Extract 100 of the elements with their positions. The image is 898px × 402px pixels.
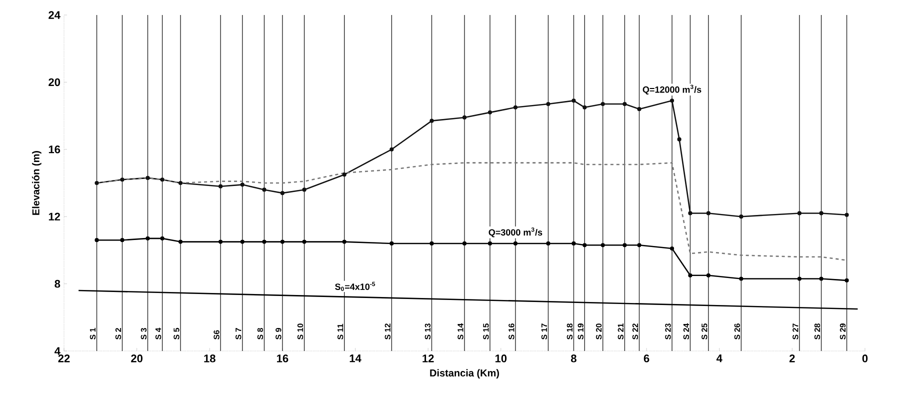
point [739, 214, 744, 219]
point [302, 240, 306, 244]
point [637, 107, 642, 112]
point [677, 137, 682, 142]
point [797, 276, 802, 281]
x-tick-label: 12 [422, 354, 434, 362]
point [513, 241, 518, 246]
point [706, 273, 710, 278]
y-tick-label: 24 [48, 11, 60, 19]
x-tick-label: 16 [277, 354, 288, 362]
point [178, 180, 183, 186]
ref-line-label: S 14 [458, 323, 464, 340]
point [546, 241, 550, 246]
y-tick-label: 16 [48, 146, 60, 154]
point [390, 147, 394, 152]
y-tick-label: 20 [48, 78, 60, 86]
x-tick-label: 8 [571, 354, 576, 362]
annotation: S$_{0}$=4x10$^{-5}$ [335, 282, 376, 292]
point [819, 276, 824, 281]
ref-line-label: S 25 [702, 323, 708, 340]
point [178, 240, 183, 244]
ref-line-label: S 27 [792, 324, 798, 340]
point [160, 178, 164, 182]
y-tick-label: 4 [54, 347, 60, 355]
point [670, 246, 674, 251]
point [600, 102, 605, 106]
ref-line-label: S 5 [174, 328, 180, 340]
point [797, 211, 802, 216]
ref-line-label: S 4 [155, 328, 162, 340]
point [342, 172, 346, 177]
ref-line-label: S 1 [90, 328, 96, 340]
point [622, 243, 627, 248]
x-tick-label: 6 [644, 354, 650, 362]
point [390, 241, 394, 246]
ref-line-label: S 20 [596, 324, 602, 340]
ref-line-label: S 12 [384, 324, 390, 340]
point [462, 115, 467, 120]
x-tick-label: 18 [204, 354, 216, 362]
ref-line-label: S 23 [665, 324, 671, 340]
x-tick-label: 22 [58, 354, 70, 362]
x-tick-label: 2 [789, 354, 795, 362]
point [706, 211, 710, 216]
point [582, 243, 587, 248]
point [280, 191, 284, 196]
point [688, 273, 692, 278]
point [572, 241, 576, 246]
ref-line-label: S 26 [734, 324, 740, 340]
ref-line-label: S 29 [840, 324, 846, 340]
point [488, 110, 492, 114]
point [240, 240, 244, 244]
x-axis-title: Distancia (Km) [430, 369, 499, 378]
ref-line-label: S 17 [541, 324, 548, 340]
ref-line-label: S 28 [814, 324, 820, 340]
point [240, 182, 244, 187]
point [302, 188, 306, 192]
point [688, 211, 692, 216]
point [146, 236, 150, 240]
ref-line-label: S6 [214, 330, 220, 340]
point [262, 188, 266, 192]
ref-line-label: S 8 [257, 328, 264, 340]
x-tick-label: 4 [716, 354, 722, 362]
point [739, 276, 744, 281]
ref-line-label: S 7 [236, 328, 242, 340]
ref-line-label: S 16 [508, 324, 514, 340]
point [430, 118, 434, 123]
point [637, 243, 642, 248]
ref-line-label: S 9 [276, 328, 282, 340]
ref-line-label: S 2 [115, 328, 122, 340]
point [94, 238, 99, 242]
x-tick-label: 14 [350, 354, 362, 362]
point [600, 243, 605, 248]
ref-line-label: S 22 [632, 324, 638, 340]
ref-line-label: S 3 [140, 328, 147, 340]
ref-line-label: S 21 [618, 323, 624, 340]
point [488, 241, 492, 246]
point [582, 105, 587, 110]
ref-line-label: S 15 [483, 323, 489, 340]
y-tick-label: 8 [54, 280, 60, 288]
point [262, 240, 266, 244]
x-tick-label: 10 [495, 354, 507, 362]
point [218, 240, 223, 244]
point [462, 241, 467, 246]
point [819, 211, 824, 216]
point [218, 184, 223, 188]
ref-line-label: S 11 [337, 324, 344, 340]
point [120, 238, 124, 242]
point [844, 212, 849, 217]
point [342, 240, 346, 244]
x-tick-label: 20 [131, 354, 142, 362]
point [120, 178, 124, 182]
ref-line-label: S 19 [578, 324, 584, 340]
y-axis-title: Elevación (m) [32, 150, 42, 215]
point [844, 278, 849, 282]
point [546, 102, 550, 106]
point [513, 105, 518, 110]
point [622, 102, 627, 106]
annotation: Q=3000 m$^{3}$/s [488, 227, 542, 238]
ref-line-label: S 13 [424, 324, 431, 340]
point [160, 236, 164, 240]
point [146, 176, 150, 180]
